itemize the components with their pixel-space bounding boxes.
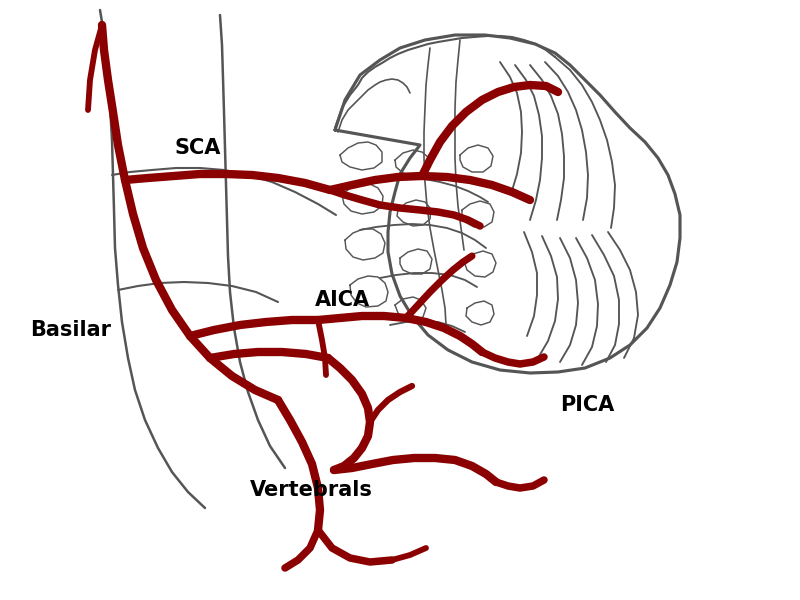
- Text: SCA: SCA: [175, 138, 222, 158]
- Text: Basilar: Basilar: [30, 320, 111, 340]
- Text: AICA: AICA: [315, 290, 370, 310]
- Text: Vertebrals: Vertebrals: [250, 480, 373, 500]
- Text: PICA: PICA: [560, 395, 614, 415]
